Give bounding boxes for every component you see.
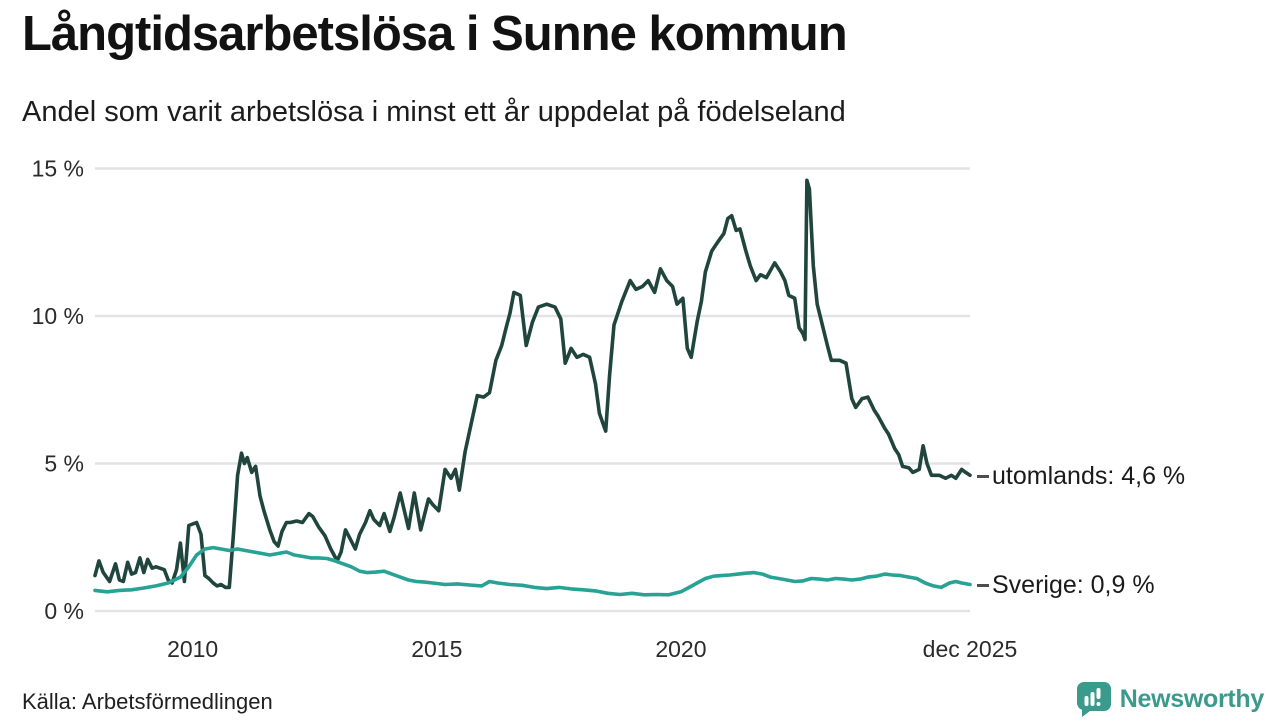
series-line-utomlands	[93, 178, 972, 590]
series-label-sverige: Sverige: 0,9 %	[992, 571, 1155, 599]
x-tick-label: 2020	[655, 636, 706, 662]
x-tick-label: 2015	[411, 636, 462, 662]
page-title: Långtidsarbetslösa i Sunne kommun	[22, 7, 848, 61]
brand-logo: Newsworthy	[1075, 680, 1264, 718]
y-tick-label: 15 %	[32, 156, 84, 182]
utomlands-label-dash	[977, 475, 989, 478]
sverige-label-dash	[977, 584, 989, 587]
chart-subtitle: Andel som varit arbetslösa i minst ett å…	[22, 96, 846, 128]
bar-chart-speech-bubble-icon	[1076, 682, 1111, 717]
x-tick-label: dec 2025	[923, 636, 1018, 662]
series-line-sverige	[93, 545, 972, 597]
source-note: Källa: Arbetsförmedlingen	[22, 689, 273, 714]
y-tick-label: 0 %	[44, 598, 84, 624]
x-tick-label: 2010	[167, 636, 218, 662]
y-tick-label: 5 %	[44, 451, 84, 477]
series-label-utomlands: utomlands: 4,6 %	[992, 462, 1186, 490]
y-tick-label: 10 %	[32, 303, 84, 329]
brand-name: Newsworthy	[1119, 684, 1265, 713]
